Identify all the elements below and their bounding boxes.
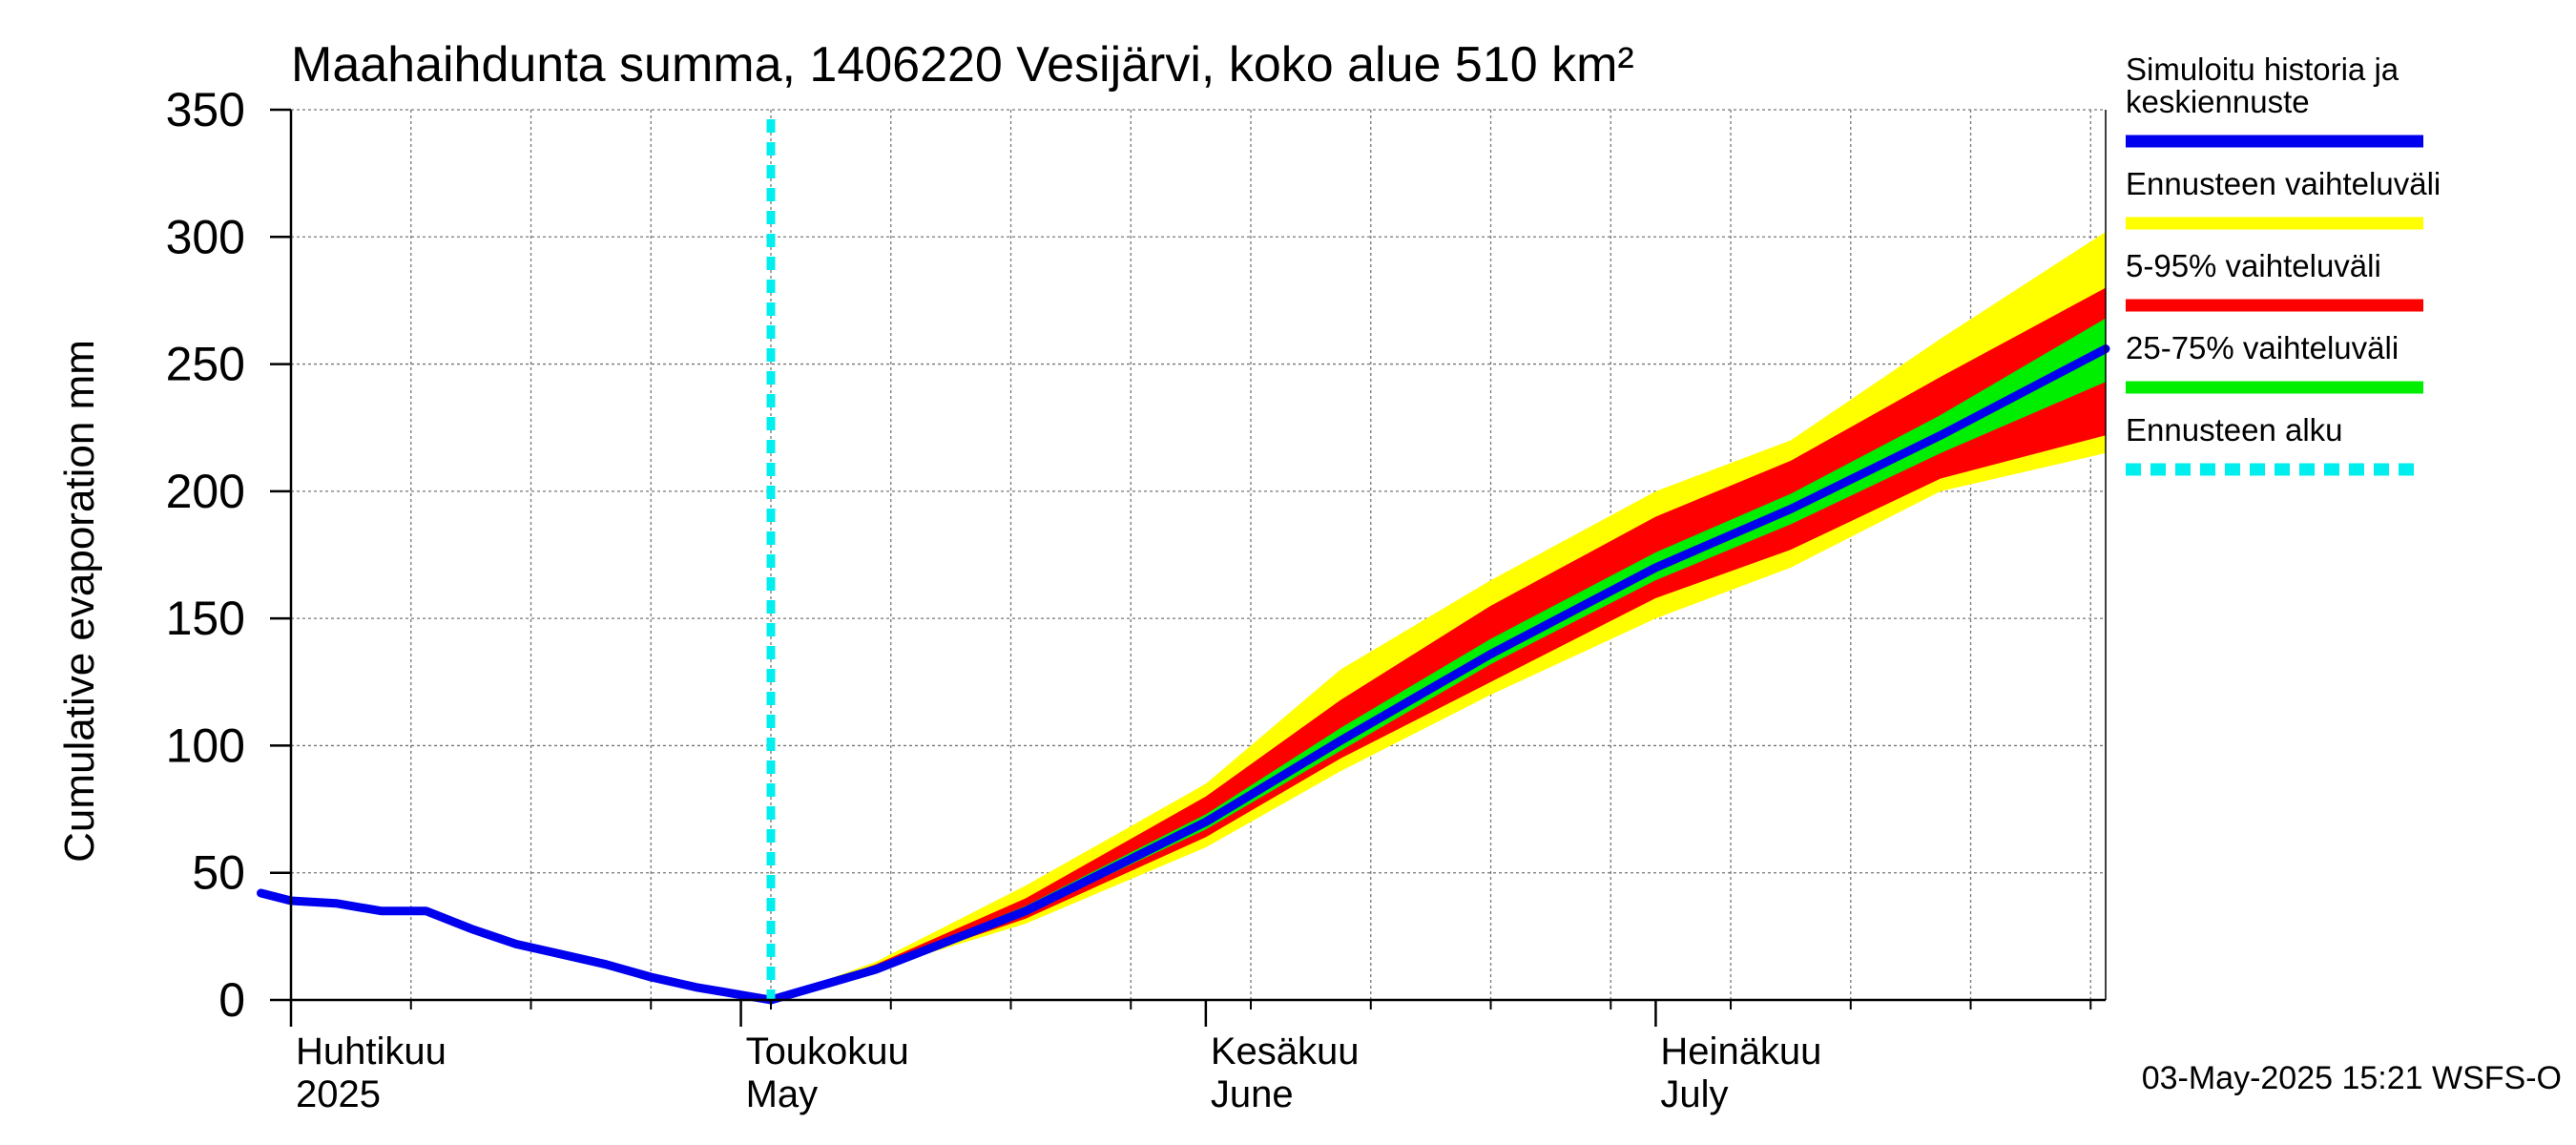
band-1 [771,287,2106,1001]
y-tick-label: 0 [218,973,245,1027]
y-tick-label: 200 [166,465,245,518]
timestamp-footer: 03-May-2025 15:21 WSFS-O [2142,1060,2562,1096]
x-month-label: Kesäkuu [1211,1030,1360,1072]
legend-label: Ennusteen alku [2126,412,2343,448]
forecast-bands [771,231,2106,1001]
legend-label: 5-95% vaihteluväli [2126,248,2381,283]
legend-label: Ennusteen vaihteluväli [2126,166,2441,201]
legend-label: Simuloitu historia ja [2126,52,2399,87]
y-tick-label: 350 [166,83,245,136]
x-month-sublabel: 2025 [296,1073,381,1115]
history-line [257,888,776,1005]
y-tick-label: 250 [166,338,245,391]
legend-label: 25-75% vaihteluväli [2126,330,2399,365]
x-month-label: Heinäkuu [1660,1030,1821,1072]
x-month-sublabel: May [746,1073,819,1115]
median-forecast-line [766,344,2110,1005]
y-tick-label: 300 [166,210,245,263]
chart-title: Maahaihdunta summa, 1406220 Vesijärvi, k… [291,37,1634,93]
grid-lines [291,109,2106,1000]
x-month-sublabel: June [1211,1073,1294,1115]
y-tick-label: 100 [166,718,245,772]
y-tick-label: 150 [166,592,245,645]
y-axis-label: Cumulative evaporation mm [56,340,103,863]
x-month-label: Huhtikuu [296,1030,447,1072]
legend-label: keskiennuste [2126,84,2310,119]
x-month-sublabel: July [1660,1073,1728,1115]
y-tick-label: 50 [192,846,245,900]
band-0 [771,231,2106,1000]
series-lines [257,119,2110,1005]
x-month-label: Toukokuu [746,1030,909,1072]
